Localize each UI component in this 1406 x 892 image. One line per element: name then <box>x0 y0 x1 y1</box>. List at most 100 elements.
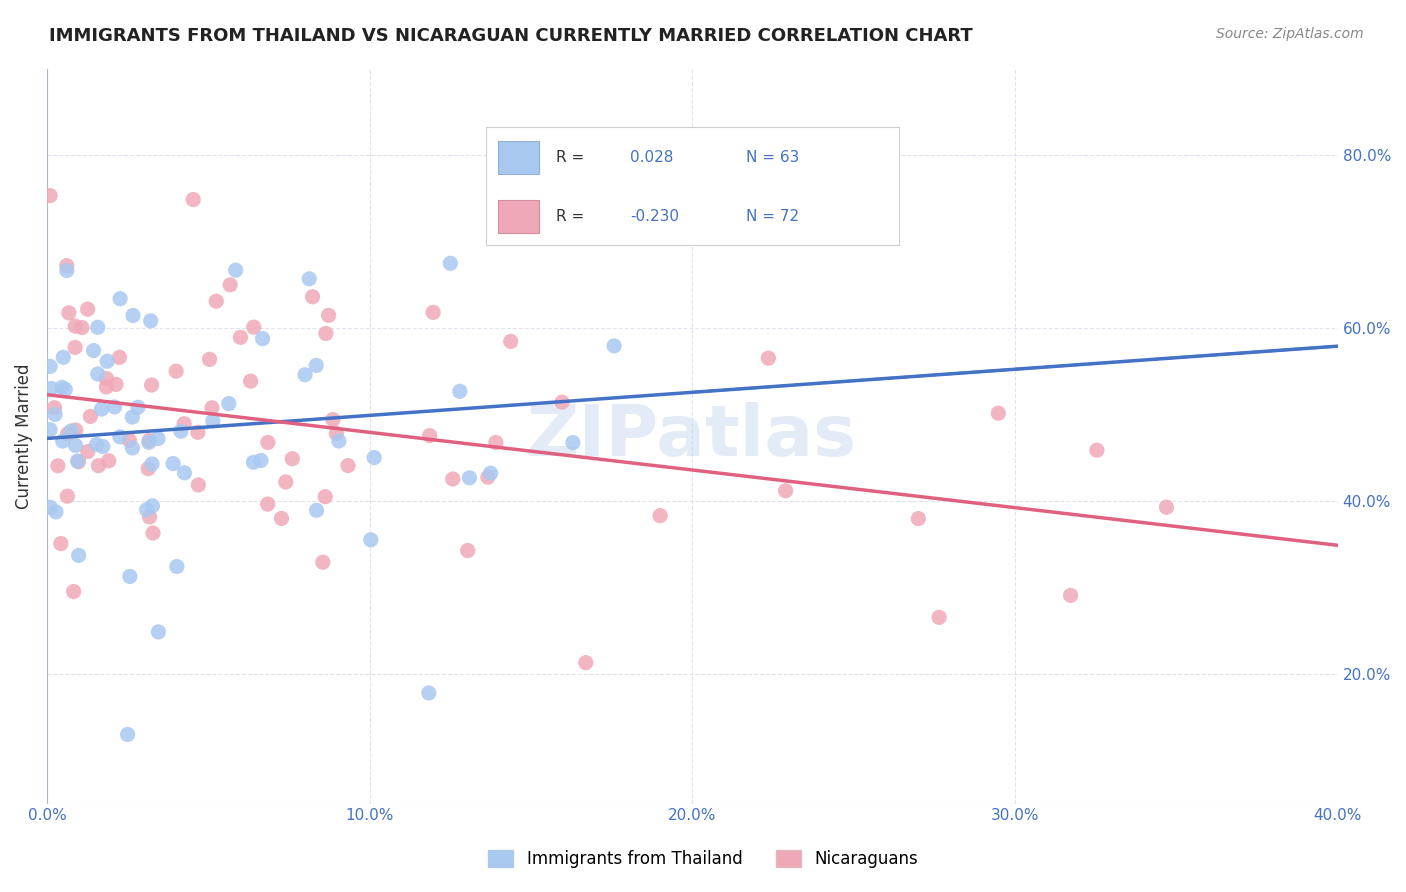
Nicaraguans <box>441 472 464 486</box>
Immigrants from Thailand <box>250 453 273 467</box>
Nicaraguans <box>1156 500 1178 515</box>
Immigrants from Thailand <box>52 434 75 449</box>
Immigrants from Thailand <box>138 435 160 450</box>
Nicaraguans <box>907 511 929 525</box>
Nicaraguans <box>138 434 160 448</box>
Nicaraguans <box>274 475 297 489</box>
Immigrants from Thailand <box>56 263 79 277</box>
Immigrants from Thailand <box>141 457 163 471</box>
Immigrants from Thailand <box>170 424 193 438</box>
Text: IMMIGRANTS FROM THAILAND VS NICARAGUAN CURRENTLY MARRIED CORRELATION CHART: IMMIGRANTS FROM THAILAND VS NICARAGUAN C… <box>49 27 973 45</box>
Immigrants from Thailand <box>121 410 143 425</box>
Nicaraguans <box>105 377 128 392</box>
Nicaraguans <box>63 340 86 354</box>
Immigrants from Thailand <box>90 402 112 417</box>
Immigrants from Thailand <box>127 401 149 415</box>
Immigrants from Thailand <box>148 624 170 639</box>
Immigrants from Thailand <box>225 263 247 277</box>
Nicaraguans <box>551 395 574 409</box>
Immigrants from Thailand <box>242 455 264 469</box>
Nicaraguans <box>756 351 779 366</box>
Nicaraguans <box>201 401 224 415</box>
Immigrants from Thailand <box>135 503 157 517</box>
Nicaraguans <box>499 334 522 349</box>
Immigrants from Thailand <box>360 533 382 547</box>
Immigrants from Thailand <box>39 500 62 515</box>
Immigrants from Thailand <box>39 381 62 395</box>
Nicaraguans <box>46 458 69 473</box>
Nicaraguans <box>136 461 159 475</box>
Nicaraguans <box>325 426 347 441</box>
Immigrants from Thailand <box>66 454 89 468</box>
Nicaraguans <box>301 290 323 304</box>
Immigrants from Thailand <box>218 396 240 410</box>
Immigrants from Thailand <box>87 367 110 381</box>
Immigrants from Thailand <box>294 368 316 382</box>
Immigrants from Thailand <box>44 408 66 422</box>
Immigrants from Thailand <box>439 256 461 270</box>
Nicaraguans <box>419 428 441 442</box>
Immigrants from Thailand <box>67 549 90 563</box>
Nicaraguans <box>457 543 479 558</box>
Nicaraguans <box>322 412 344 426</box>
Nicaraguans <box>187 425 209 440</box>
Immigrants from Thailand <box>305 503 328 517</box>
Immigrants from Thailand <box>53 383 76 397</box>
Nicaraguans <box>239 374 262 388</box>
Immigrants from Thailand <box>363 450 385 465</box>
Nicaraguans <box>315 326 337 341</box>
Nicaraguans <box>318 309 340 323</box>
Immigrants from Thailand <box>201 414 224 428</box>
Immigrants from Thailand <box>139 314 162 328</box>
Immigrants from Thailand <box>166 559 188 574</box>
Nicaraguans <box>141 378 163 392</box>
Nicaraguans <box>270 511 292 525</box>
Nicaraguans <box>44 401 66 415</box>
Nicaraguans <box>198 352 221 367</box>
Nicaraguans <box>108 351 131 365</box>
Immigrants from Thailand <box>162 457 184 471</box>
Nicaraguans <box>118 434 141 448</box>
Nicaraguans <box>928 610 950 624</box>
Immigrants from Thailand <box>39 359 62 374</box>
Nicaraguans <box>229 330 252 344</box>
Nicaraguans <box>1059 588 1081 602</box>
Nicaraguans <box>39 188 62 202</box>
Nicaraguans <box>173 417 195 431</box>
Nicaraguans <box>70 320 93 334</box>
Immigrants from Thailand <box>479 467 502 481</box>
Immigrants from Thailand <box>173 466 195 480</box>
Nicaraguans <box>312 555 335 569</box>
Nicaraguans <box>96 380 118 394</box>
Immigrants from Thailand <box>45 505 67 519</box>
Immigrants from Thailand <box>96 354 118 368</box>
Nicaraguans <box>314 490 336 504</box>
Nicaraguans <box>256 497 278 511</box>
Immigrants from Thailand <box>122 309 145 323</box>
Nicaraguans <box>96 371 118 385</box>
Immigrants from Thailand <box>561 435 583 450</box>
Nicaraguans <box>205 294 228 309</box>
Nicaraguans <box>65 423 87 437</box>
Immigrants from Thailand <box>108 430 131 444</box>
Immigrants from Thailand <box>87 320 110 334</box>
Y-axis label: Currently Married: Currently Married <box>15 363 32 508</box>
Immigrants from Thailand <box>121 441 143 455</box>
Immigrants from Thailand <box>458 471 481 485</box>
Nicaraguans <box>187 478 209 492</box>
Immigrants from Thailand <box>298 272 321 286</box>
Nicaraguans <box>181 193 204 207</box>
Nicaraguans <box>56 489 79 503</box>
Nicaraguans <box>243 320 266 334</box>
Immigrants from Thailand <box>305 359 328 373</box>
Nicaraguans <box>987 406 1010 420</box>
Nicaraguans <box>62 584 84 599</box>
Nicaraguans <box>58 306 80 320</box>
Text: ZIPatlas: ZIPatlas <box>527 401 858 471</box>
Immigrants from Thailand <box>449 384 471 399</box>
Immigrants from Thailand <box>418 686 440 700</box>
Immigrants from Thailand <box>103 400 125 414</box>
Legend: Immigrants from Thailand, Nicaraguans: Immigrants from Thailand, Nicaraguans <box>482 843 924 875</box>
Immigrants from Thailand <box>328 434 350 448</box>
Immigrants from Thailand <box>86 437 108 451</box>
